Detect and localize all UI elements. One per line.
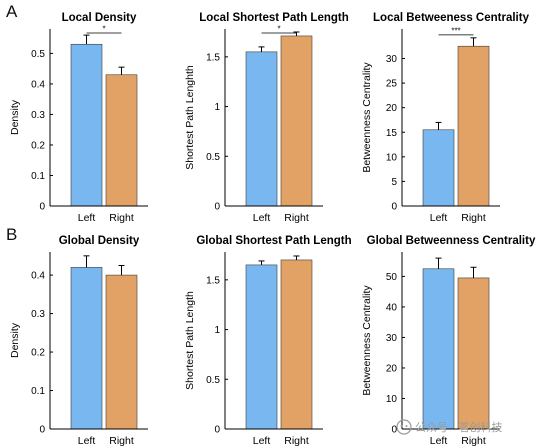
y-tick-label: 5 bbox=[391, 177, 397, 188]
y-tick-label: 0.1 bbox=[31, 386, 45, 397]
watermark: 公众号 · 茗创科技 bbox=[396, 419, 503, 435]
y-tick-label: 0.2 bbox=[31, 348, 45, 359]
wechat-icon bbox=[396, 419, 412, 435]
y-axis-label: Betweenness Centrality bbox=[361, 285, 373, 396]
y-tick-label: 10 bbox=[386, 394, 398, 405]
wechat-icon-eye bbox=[405, 425, 408, 427]
y-tick-label: 0 bbox=[391, 202, 397, 213]
bar-right bbox=[280, 259, 313, 430]
bar-left bbox=[422, 129, 455, 207]
y-tick-label: 0.4 bbox=[31, 79, 45, 90]
bar-right bbox=[280, 35, 313, 207]
category-label: Right bbox=[461, 435, 486, 447]
category-label: Left bbox=[78, 435, 96, 447]
category-label: Right bbox=[109, 435, 134, 447]
y-tick-label: 0 bbox=[39, 425, 45, 436]
chart-title: Global Shortest Path Length bbox=[196, 235, 351, 247]
bar-right bbox=[105, 274, 138, 430]
category-label: Left bbox=[253, 212, 271, 224]
y-tick-label: 50 bbox=[386, 272, 398, 283]
y-tick-label: 30 bbox=[386, 333, 398, 344]
y-tick-label: 0.3 bbox=[31, 110, 45, 121]
bar-right bbox=[105, 74, 138, 207]
y-tick-label: 25 bbox=[386, 79, 398, 90]
bar-right bbox=[457, 277, 490, 430]
chart-title: Local Shortest Path Length bbox=[199, 12, 349, 24]
category-label: Left bbox=[253, 435, 271, 447]
bar-left bbox=[70, 267, 103, 430]
chart-5: Global Shortest Path Length Shortest Path… bbox=[184, 235, 352, 447]
category-label: Left bbox=[430, 212, 448, 224]
y-axis-label: Shortest Path Lenghth bbox=[184, 65, 196, 170]
y-tick-label: 0.4 bbox=[31, 271, 45, 282]
y-tick-label: 0.5 bbox=[206, 375, 220, 386]
chart-1: Local Density Density Left Right 0 0.1 0.2 0.3 0… bbox=[9, 12, 148, 224]
y-tick-label: 1 bbox=[214, 325, 220, 336]
y-tick-label: 0.3 bbox=[31, 309, 45, 320]
significance-marker: *** bbox=[451, 26, 460, 35]
y-tick-label: 15 bbox=[386, 128, 398, 139]
y-tick-label: 0.1 bbox=[31, 171, 45, 182]
bar-left bbox=[70, 43, 103, 207]
wechat-icon-eye bbox=[400, 425, 403, 427]
bar-left bbox=[422, 268, 455, 430]
y-tick-label: 0 bbox=[214, 202, 220, 213]
chart-title: Local Betweeness Centrality bbox=[373, 12, 530, 24]
y-tick-label: 0 bbox=[214, 425, 220, 436]
y-tick-label: 40 bbox=[386, 302, 398, 313]
significance-marker: * bbox=[277, 25, 280, 34]
significance-marker: * bbox=[102, 25, 105, 34]
y-tick-label: 0 bbox=[39, 202, 45, 213]
chart-3: Local Betweeness Centrality Betweenness C… bbox=[361, 12, 530, 224]
category-label: Right bbox=[109, 212, 134, 224]
y-tick-label: 0 bbox=[391, 425, 397, 436]
chart-title: Global Density bbox=[59, 235, 140, 247]
category-label: Right bbox=[461, 212, 486, 224]
y-tick-label: 0.2 bbox=[31, 140, 45, 151]
chart-4: Global Density Density Left Right 0 0.1 0.2 0.3… bbox=[9, 235, 148, 447]
y-tick-label: 1.5 bbox=[206, 275, 220, 286]
y-tick-label: 1.5 bbox=[206, 52, 220, 63]
category-label: Right bbox=[284, 212, 309, 224]
category-label: Left bbox=[430, 435, 448, 447]
chart-title: Local Density bbox=[62, 12, 137, 24]
y-tick-label: 20 bbox=[386, 363, 398, 374]
chart-title: Global Betweenness Centrality bbox=[367, 235, 536, 247]
bar-left bbox=[245, 51, 278, 207]
chart-2: Local Shortest Path Length Shortest Path … bbox=[184, 12, 349, 224]
chart-6: Global Betweenness Centrality Betweenness… bbox=[361, 235, 536, 447]
panel-label-b: B bbox=[6, 225, 17, 244]
y-axis-label: Betweenness Centrality bbox=[361, 62, 373, 173]
y-tick-label: 10 bbox=[386, 152, 398, 163]
bar-right bbox=[457, 45, 490, 207]
charts: Local Density Density Left Right 0 0.1 0.2 0.3 0… bbox=[9, 12, 536, 447]
category-label: Left bbox=[78, 212, 96, 224]
y-axis-label: Shortest Path Length bbox=[184, 291, 196, 390]
y-axis-label: Density bbox=[9, 322, 21, 358]
panel-label-a: A bbox=[6, 2, 18, 21]
y-tick-label: 0.5 bbox=[31, 49, 45, 60]
y-tick-label: 1 bbox=[214, 102, 220, 113]
category-label: Right bbox=[284, 435, 309, 447]
bar-left bbox=[245, 264, 278, 430]
y-tick-label: 0.5 bbox=[206, 152, 220, 163]
y-axis-label: Density bbox=[9, 99, 21, 135]
y-tick-label: 30 bbox=[386, 54, 398, 65]
y-tick-label: 20 bbox=[386, 103, 398, 114]
watermark-text: 公众号 · 茗创科技 bbox=[415, 420, 503, 434]
